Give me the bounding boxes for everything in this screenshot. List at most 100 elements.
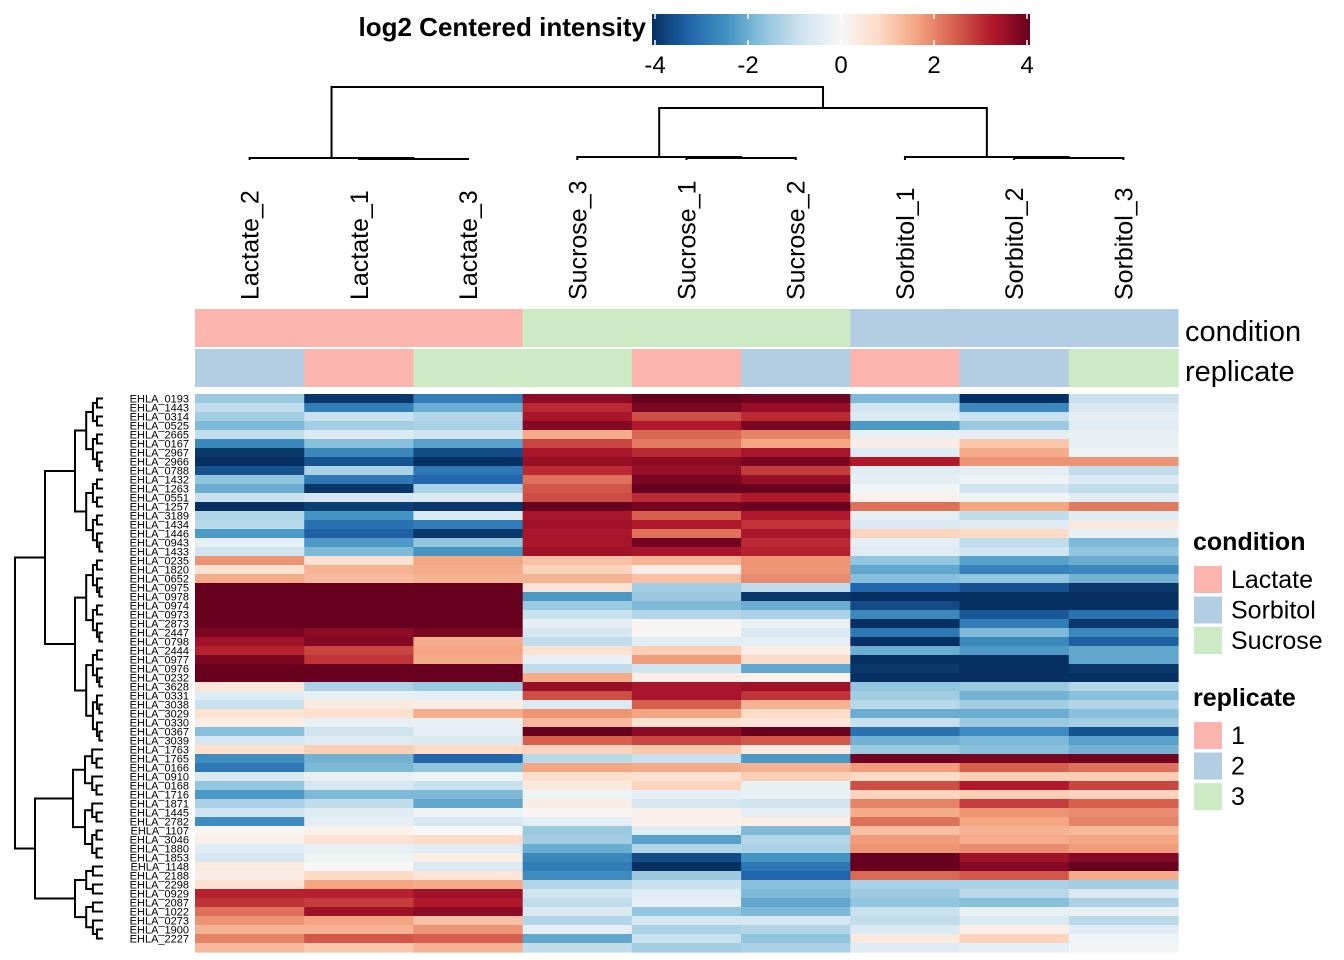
- heatmap-cell: [522, 943, 633, 953]
- heatmap-cell: [195, 799, 305, 809]
- column-dendrogram-link: [357, 158, 470, 160]
- row-label: EHLA_0273: [130, 916, 189, 928]
- row-label: EHLA_1257: [130, 502, 189, 514]
- row-dendrogram-link: [95, 649, 103, 661]
- heatmap-cell: [741, 448, 851, 458]
- colorbar-tick-label: 4: [1020, 52, 1033, 79]
- heatmap-cell: [413, 943, 524, 953]
- heatmap-cell: [1068, 646, 1179, 656]
- heatmap-cell: [522, 799, 633, 809]
- heatmap-cell: [850, 673, 961, 683]
- condition-annotation-cell: [850, 309, 961, 347]
- heatmap-cell: [522, 403, 633, 413]
- heatmap-cell: [850, 853, 961, 863]
- heatmap-cell: [413, 835, 524, 845]
- heatmap-cell: [741, 844, 851, 854]
- heatmap-cell: [631, 511, 742, 521]
- heatmap-cell: [413, 565, 524, 575]
- heatmap-cell: [741, 817, 851, 827]
- heatmap-cell: [304, 457, 415, 467]
- legend-condition-title: condition: [1193, 528, 1305, 556]
- heatmap-cell: [522, 565, 633, 575]
- heatmap-cell: [1068, 655, 1179, 665]
- heatmap-cell: [631, 556, 742, 566]
- row-label: EHLA_2188: [130, 871, 189, 883]
- heatmap-cell: [304, 619, 415, 629]
- heatmap-cell: [959, 475, 1070, 485]
- heatmap-cell: [304, 799, 415, 809]
- row-dendrogram-link: [98, 541, 103, 553]
- heatmap-cell: [195, 574, 305, 584]
- row-label: EHLA_2447: [130, 628, 189, 640]
- row-label: EHLA_0166: [130, 763, 189, 775]
- heatmap-cell: [959, 484, 1070, 494]
- heatmap-cell: [959, 421, 1070, 431]
- heatmap-cell: [304, 583, 415, 593]
- heatmap-cell: [741, 610, 851, 620]
- heatmap-cell: [631, 772, 742, 782]
- heatmap-cell: [304, 781, 415, 791]
- heatmap-cell: [304, 853, 415, 863]
- heatmap-cell: [850, 754, 961, 764]
- heatmap-cell: [413, 862, 524, 872]
- row-dendrogram-link: [95, 811, 103, 823]
- column-dendrogram-link: [1013, 157, 1125, 160]
- row-label: EHLA_0331: [130, 691, 189, 703]
- heatmap-cell: [413, 412, 524, 422]
- heatmap-cell: [195, 448, 305, 458]
- row-dendrogram-link: [95, 847, 103, 859]
- heatmap-cell: [413, 736, 524, 746]
- heatmap-cell: [631, 745, 742, 755]
- heatmap-cell: [959, 655, 1070, 665]
- heatmap-cell: [959, 646, 1070, 656]
- row-dendrogram-link: [98, 586, 103, 598]
- heatmap-cell: [959, 403, 1070, 413]
- heatmap-cell: [1068, 871, 1179, 881]
- replicate-annotation-cell: [195, 349, 305, 387]
- heatmap-cell: [1068, 916, 1179, 926]
- heatmap-cell: [304, 430, 415, 440]
- heatmap-cell: [741, 466, 851, 476]
- heatmap-cell: [1068, 763, 1179, 773]
- row-label: EHLA_1853: [130, 853, 189, 865]
- heatmap-cell: [959, 763, 1070, 773]
- heatmap-cell: [413, 925, 524, 935]
- heatmap-cell: [1068, 538, 1179, 548]
- row-label: EHLA_0929: [130, 889, 189, 901]
- row-label: EHLA_0551: [130, 493, 189, 505]
- column-label: Sucrose_3: [564, 180, 592, 300]
- heatmap-cell: [850, 520, 961, 530]
- heatmap-cell: [304, 790, 415, 800]
- heatmap-cell: [1068, 592, 1179, 602]
- heatmap-cell: [959, 709, 1070, 719]
- heatmap-cell: [1068, 511, 1179, 521]
- heatmap-cell: [1068, 583, 1179, 593]
- row-label: EHLA_0910: [130, 772, 189, 784]
- heatmap-cell: [959, 412, 1070, 422]
- heatmap-cell: [413, 601, 524, 611]
- heatmap-cell: [1068, 835, 1179, 845]
- heatmap-cell: [522, 817, 633, 827]
- heatmap-cell: [850, 466, 961, 476]
- heatmap-cell: [413, 655, 524, 665]
- heatmap-cell: [959, 781, 1070, 791]
- heatmap-cell: [304, 763, 415, 773]
- heatmap-cell: [304, 529, 415, 539]
- heatmap-cell: [631, 853, 742, 863]
- heatmap-cell: [959, 466, 1070, 476]
- heatmap-cell: [304, 394, 415, 404]
- row-label: EHLA_3628: [130, 682, 189, 694]
- heatmap-cell: [959, 457, 1070, 467]
- heatmap-cell: [304, 736, 415, 746]
- heatmap-cell: [850, 403, 961, 413]
- heatmap-cell: [304, 448, 415, 458]
- condition-annotation-cell: [1068, 309, 1179, 347]
- heatmap-cell: [631, 421, 742, 431]
- heatmap-cell: [741, 898, 851, 908]
- heatmap-cell: [1068, 403, 1179, 413]
- colorbar-tick-label: -4: [644, 52, 665, 79]
- replicate-annotation-cell: [631, 349, 742, 387]
- heatmap-cell: [304, 916, 415, 926]
- heatmap-cell: [195, 628, 305, 638]
- heatmap-cell: [850, 916, 961, 926]
